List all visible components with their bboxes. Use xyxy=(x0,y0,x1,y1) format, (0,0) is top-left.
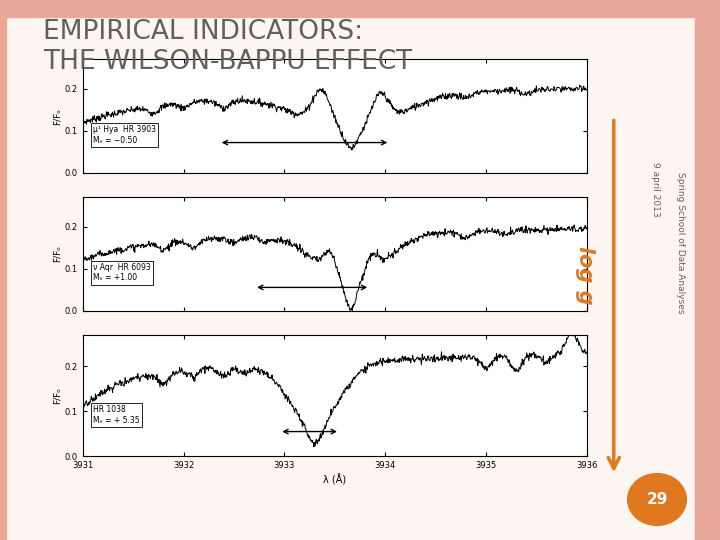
Text: EMPIRICAL INDICATORS:: EMPIRICAL INDICATORS: xyxy=(43,19,364,45)
Y-axis label: F/Fₒ: F/Fₒ xyxy=(53,107,62,125)
Y-axis label: F/Fₒ: F/Fₒ xyxy=(53,387,62,404)
Text: log g: log g xyxy=(575,246,595,305)
Y-axis label: F/Fₒ: F/Fₒ xyxy=(53,245,62,262)
Bar xyxy=(0,0,720,17)
Text: HR 1038
Mᵥ = + 5.35: HR 1038 Mᵥ = + 5.35 xyxy=(93,405,140,424)
Text: Spring School of Data Analyses: Spring School of Data Analyses xyxy=(676,172,685,314)
Text: 9 april 2013: 9 april 2013 xyxy=(651,161,660,217)
Bar xyxy=(695,0,720,540)
Bar xyxy=(0,0,6,540)
Text: THE WILSON-BAPPU EFFECT: THE WILSON-BAPPU EFFECT xyxy=(43,49,413,75)
Text: ν Aqr  HR 6093
Mᵥ = +1.00: ν Aqr HR 6093 Mᵥ = +1.00 xyxy=(93,263,150,282)
Text: μ¹ Hya  HR 3903
Mᵥ = −0.50: μ¹ Hya HR 3903 Mᵥ = −0.50 xyxy=(93,125,156,145)
X-axis label: λ (Å): λ (Å) xyxy=(323,474,346,486)
Circle shape xyxy=(628,474,686,525)
Text: 29: 29 xyxy=(647,492,667,507)
